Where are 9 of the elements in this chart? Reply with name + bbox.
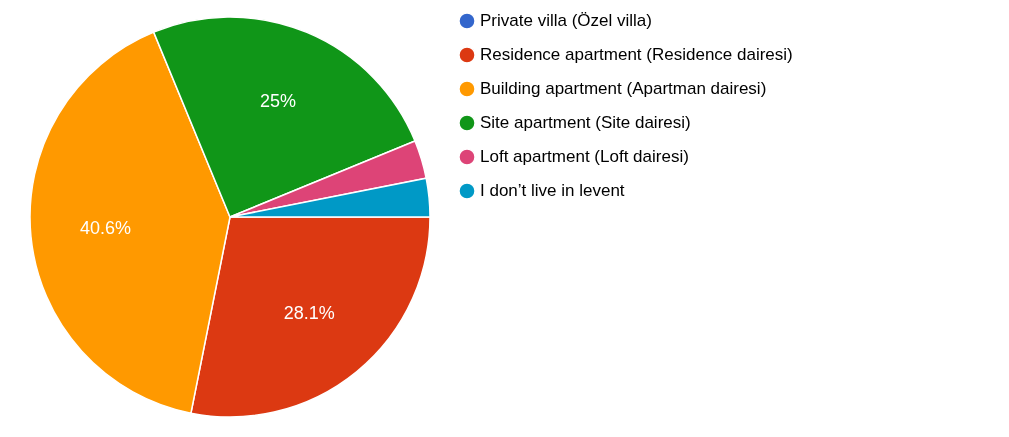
legend-label: Residence apartment (Residence dairesi) — [480, 45, 793, 64]
legend-label: Private villa (Özel villa) — [480, 11, 652, 30]
legend-label: Site apartment (Site dairesi) — [480, 113, 691, 132]
data-label: 40.6% — [80, 218, 132, 239]
legend-label: Loft apartment (Loft dairesi) — [480, 147, 689, 166]
data-label: 25% — [260, 90, 297, 111]
legend-label: Building apartment (Apartman dairesi) — [480, 79, 767, 98]
data-label: 28.1% — [283, 302, 335, 323]
legend-label: I don’t live in levent — [480, 181, 625, 200]
